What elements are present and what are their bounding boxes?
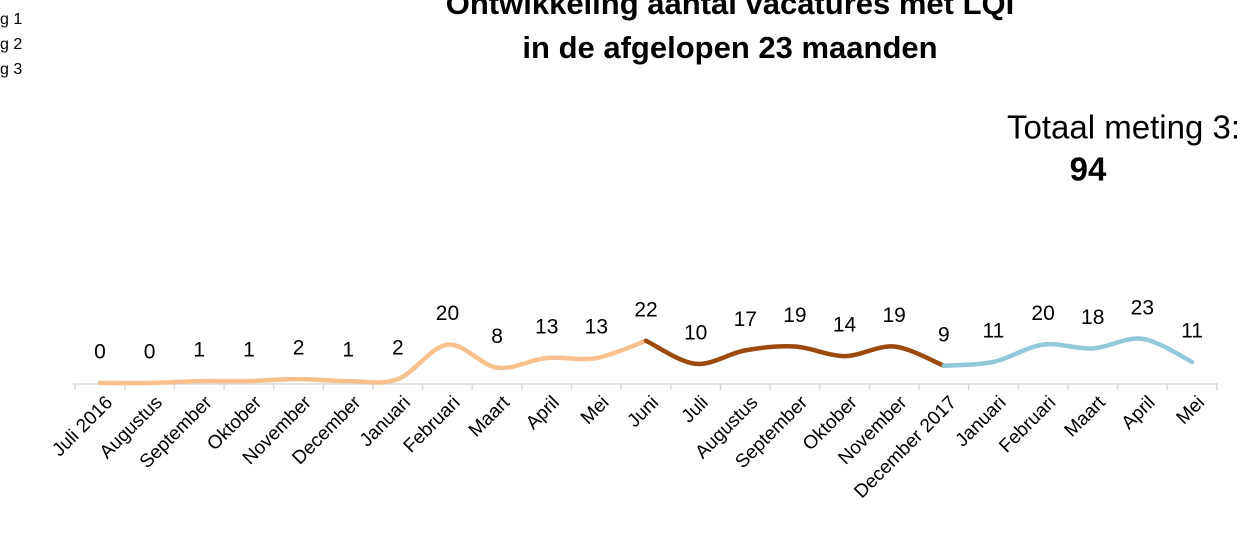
data-label: 20 <box>436 302 459 325</box>
x-tick-label: April <box>1118 392 1160 434</box>
x-tick-label: April <box>522 392 564 434</box>
line <box>97 338 649 386</box>
data-label: 9 <box>938 323 950 346</box>
x-tick-label: Maart <box>1061 392 1111 442</box>
data-label: 17 <box>734 308 757 331</box>
annotation: 94 <box>1070 151 1107 188</box>
data-label: 10 <box>684 321 707 344</box>
x-tick-label: Mei <box>577 392 614 429</box>
legend-label: g 3 <box>0 61 22 78</box>
data-label: 1 <box>342 339 354 362</box>
annotation: Totaal meting 3: <box>1007 109 1240 146</box>
data-label: 2 <box>392 337 404 360</box>
x-tick-label: Juni <box>624 392 663 431</box>
data-label: 11 <box>1181 319 1203 342</box>
data-label: 20 <box>1031 302 1054 325</box>
line <box>941 336 1195 368</box>
data-label: 22 <box>634 298 657 321</box>
data-label: 13 <box>585 316 608 339</box>
chart-title: Ontwikkeling aantal vacatures met LQI <box>446 0 1015 21</box>
data-label: 0 <box>144 341 156 364</box>
line <box>643 338 947 368</box>
data-label: 1 <box>243 339 255 362</box>
data-label: 2 <box>293 337 305 360</box>
data-label: 0 <box>94 341 106 364</box>
data-label: 18 <box>1081 306 1104 329</box>
x-tick-label: Mei <box>1173 392 1210 429</box>
x-tick-label: Juli <box>678 392 713 427</box>
x-tick-label: Maart <box>465 392 515 442</box>
legend-label: g 2 <box>0 36 22 53</box>
data-label: 19 <box>883 304 906 327</box>
data-label: 11 <box>983 319 1005 342</box>
chart-subtitle: in de afgelopen 23 maanden <box>522 30 937 65</box>
data-label: 23 <box>1131 296 1154 319</box>
data-label: 8 <box>491 325 503 348</box>
legend-label: g 1 <box>0 11 22 28</box>
data-label: 1 <box>193 339 205 362</box>
data-label: 19 <box>783 304 806 327</box>
data-label: 14 <box>833 314 857 337</box>
data-label: 13 <box>535 316 558 339</box>
